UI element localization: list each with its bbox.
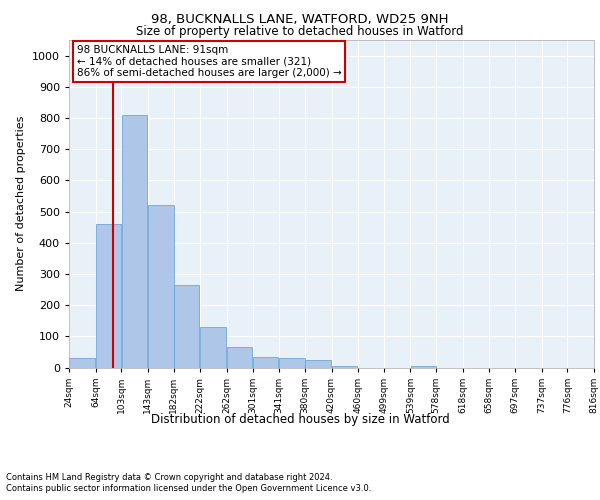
- Bar: [122, 115, 147, 368]
- Bar: [200, 327, 226, 368]
- Bar: [305, 360, 331, 368]
- Bar: [95, 224, 121, 368]
- Text: 98, BUCKNALLS LANE, WATFORD, WD25 9NH: 98, BUCKNALLS LANE, WATFORD, WD25 9NH: [151, 12, 449, 26]
- Y-axis label: Number of detached properties: Number of detached properties: [16, 116, 26, 292]
- Bar: [148, 206, 173, 368]
- Text: Contains public sector information licensed under the Open Government Licence v3: Contains public sector information licen…: [6, 484, 371, 493]
- Bar: [253, 356, 278, 368]
- Bar: [279, 358, 305, 368]
- Text: Size of property relative to detached houses in Watford: Size of property relative to detached ho…: [136, 25, 464, 38]
- Bar: [410, 366, 436, 368]
- Text: 98 BUCKNALLS LANE: 91sqm
← 14% of detached houses are smaller (321)
86% of semi-: 98 BUCKNALLS LANE: 91sqm ← 14% of detach…: [77, 45, 341, 78]
- Text: Distribution of detached houses by size in Watford: Distribution of detached houses by size …: [151, 412, 449, 426]
- Bar: [174, 285, 199, 368]
- Bar: [227, 347, 253, 368]
- Text: Contains HM Land Registry data © Crown copyright and database right 2024.: Contains HM Land Registry data © Crown c…: [6, 472, 332, 482]
- Bar: [69, 358, 95, 368]
- Bar: [332, 366, 357, 368]
